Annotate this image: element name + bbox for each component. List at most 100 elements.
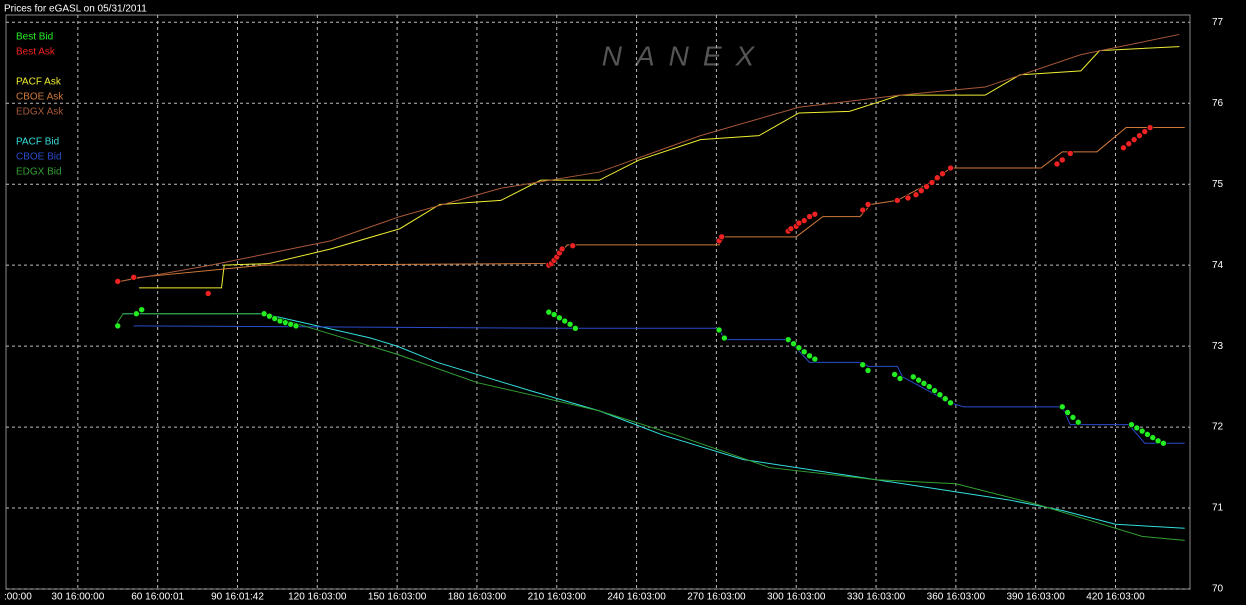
price-point — [859, 206, 867, 214]
price-point — [915, 376, 922, 384]
price-point — [1154, 437, 1162, 445]
price-point — [947, 399, 954, 407]
x-tick-label: 420 16:03:00 — [1086, 592, 1145, 603]
price-point — [566, 320, 574, 328]
price-point — [933, 174, 941, 182]
price-point — [569, 242, 577, 250]
x-tick-label: :00:00 — [4, 592, 32, 603]
price-point — [1069, 414, 1077, 421]
x-tick-label: 30 16:00:00 — [51, 592, 104, 603]
x-tick-label: 390 16:03:00 — [1006, 592, 1065, 603]
price-line — [139, 46, 1180, 289]
price-point — [795, 219, 803, 227]
price-point — [1136, 132, 1143, 139]
price-point — [939, 170, 946, 177]
x-tick-label: 300 16:03:00 — [767, 592, 826, 603]
price-point — [923, 183, 930, 190]
price-point — [1120, 144, 1127, 152]
price-point — [718, 233, 726, 241]
y-tick-label: 72 — [1212, 422, 1224, 433]
price-point — [941, 395, 949, 403]
legend-entry: CBOE Ask — [16, 92, 64, 103]
legend-entry: Best Ask — [16, 47, 56, 58]
legend-entry: PACF Bid — [16, 137, 59, 148]
legend-entry: EDGX Bid — [16, 167, 62, 178]
legend-entry: CBOE Bid — [16, 152, 62, 163]
price-point — [572, 325, 579, 332]
price-point — [556, 314, 563, 322]
price-point — [1125, 140, 1133, 148]
y-tick-label: 77 — [1212, 17, 1224, 28]
price-point — [561, 317, 569, 325]
price-point — [271, 315, 279, 322]
price-point — [721, 334, 728, 342]
x-tick-label: 240 16:03:00 — [607, 592, 666, 603]
y-tick-label: 70 — [1212, 584, 1224, 595]
watermark: NANEX — [602, 40, 768, 71]
price-point — [1053, 160, 1061, 168]
price-point — [800, 348, 808, 356]
y-tick-label: 76 — [1212, 98, 1224, 109]
price-point — [1138, 427, 1146, 435]
price-point — [787, 225, 795, 233]
price-line — [120, 33, 1180, 282]
x-tick-label: 180 16:03:00 — [448, 592, 507, 603]
price-point — [936, 391, 944, 398]
price-point — [1130, 136, 1138, 143]
x-tick-label: 90 16:01:42 — [211, 592, 264, 603]
price-point — [859, 361, 867, 369]
price-point — [811, 355, 819, 363]
price-point — [550, 311, 558, 318]
price-point — [1058, 156, 1066, 164]
price-point — [1141, 128, 1149, 135]
price-point — [925, 383, 933, 390]
plot-area — [5, 14, 1191, 590]
price-point — [1133, 424, 1141, 432]
price-point — [811, 210, 819, 218]
price-point — [130, 274, 138, 281]
price-point — [784, 336, 792, 343]
price-point — [806, 213, 813, 220]
price-point — [928, 179, 936, 186]
price-point — [133, 310, 140, 318]
price-point — [947, 164, 954, 172]
price-point — [558, 245, 566, 253]
price-point — [795, 344, 803, 352]
price-point — [806, 352, 813, 360]
price-point — [1128, 421, 1135, 428]
price-point — [904, 194, 912, 202]
price-point — [1146, 124, 1154, 131]
price-point — [896, 375, 904, 382]
legend-entry: PACF Ask — [16, 77, 62, 88]
price-point — [917, 187, 925, 194]
price-point — [909, 373, 917, 381]
price-point — [931, 387, 938, 394]
price-point — [790, 340, 797, 347]
price-point — [1066, 150, 1074, 157]
price-point — [1064, 409, 1071, 416]
price-point — [292, 322, 300, 330]
x-tick-label: 150 16:03:00 — [368, 592, 427, 603]
price-point — [1149, 434, 1157, 441]
y-tick-label: 74 — [1212, 260, 1224, 271]
legend-entry: EDGX Ask — [16, 107, 64, 118]
x-tick-label: 270 16:03:00 — [687, 592, 746, 603]
x-tick-label: 120 16:03:00 — [288, 592, 347, 603]
price-point — [260, 310, 268, 318]
price-point — [138, 306, 145, 313]
price-point — [715, 326, 723, 334]
price-point — [894, 197, 901, 204]
price-point — [545, 308, 553, 316]
price-point — [114, 278, 122, 285]
y-tick-label: 71 — [1212, 503, 1224, 514]
chart-title: Prices for eGASL on 05/31/2011 — [4, 4, 147, 15]
price-point — [1144, 431, 1151, 438]
price-point — [864, 201, 872, 208]
x-tick-label: 330 16:03:00 — [847, 592, 906, 603]
price-point — [920, 380, 928, 387]
x-tick-label: 60 16:00:01 — [131, 592, 184, 603]
price-point — [912, 191, 920, 199]
price-point — [891, 371, 898, 378]
